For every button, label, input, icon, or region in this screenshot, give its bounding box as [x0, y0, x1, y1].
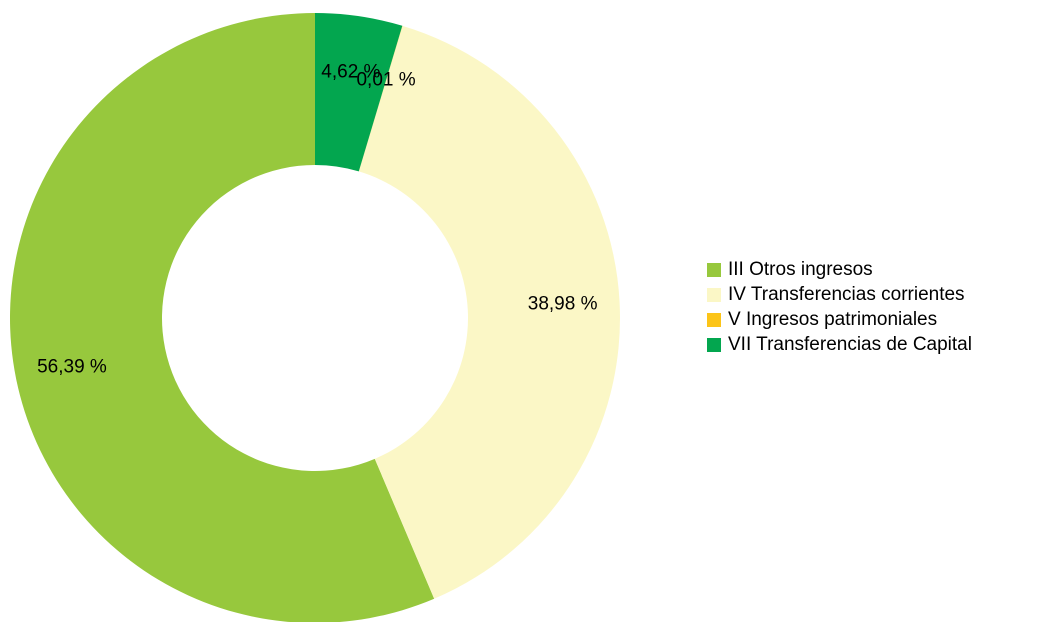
donut-slice: [358, 25, 403, 172]
data-label: 0,01 %: [356, 69, 415, 90]
legend-swatch: [707, 263, 721, 277]
legend-label: III Otros ingresos: [728, 259, 873, 280]
legend-swatch: [707, 338, 721, 352]
legend-swatch: [707, 288, 721, 302]
data-label: 56,39 %: [37, 356, 107, 377]
legend-label: VII Transferencias de Capital: [728, 334, 972, 355]
legend-swatch: [707, 313, 721, 327]
legend-label: V Ingresos patrimoniales: [728, 309, 937, 330]
data-label: 4,62 %: [321, 62, 380, 83]
legend-label: IV Transferencias corrientes: [728, 284, 965, 305]
data-label: 38,98 %: [528, 293, 598, 314]
donut-slice: [10, 13, 435, 623]
donut-slice: [358, 25, 620, 599]
donut-slice: [315, 13, 403, 172]
